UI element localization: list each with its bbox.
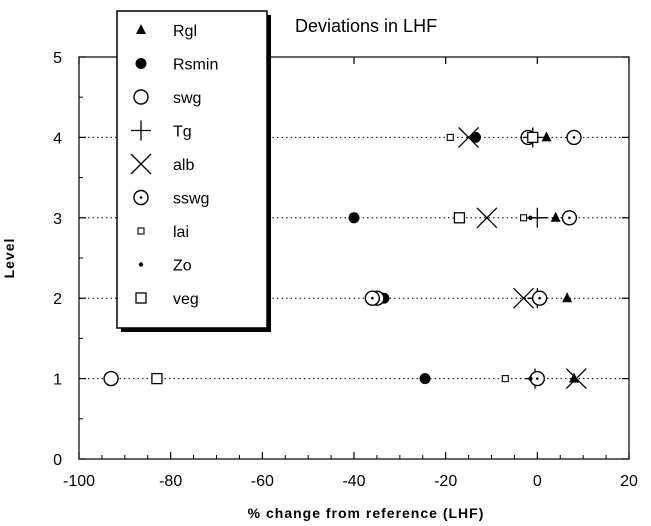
legend-marker-lai [137,227,145,235]
point-rsmin [419,373,431,385]
point-alb [565,368,587,390]
point-sswg [529,370,546,387]
chart-title: Deviations in LHF [295,16,437,36]
point-swg [103,370,119,387]
legend-label-rgl: Rgl [173,23,197,40]
point-rgl [550,211,561,222]
legend-label-rsmin: Rsmin [173,57,218,74]
x-tick-label: -80 [159,473,182,490]
legend-marker-tg [131,120,151,141]
point-alb [476,207,498,229]
legend-label-lai: lai [173,224,189,241]
y-tick-label: 5 [53,50,62,67]
tick-marks [78,56,630,460]
x-axis-label: % change from reference (LHF) [248,505,485,521]
y-tick-label: 0 [53,452,62,469]
legend-marker-swg [133,89,149,105]
y-tick-label: 2 [53,291,62,308]
point-lai [446,133,454,141]
point-zo [528,215,533,220]
point-zo [528,376,533,381]
point-sswg [364,290,381,306]
legend-label-tg: Tg [173,124,192,141]
point-rsmin [348,212,360,224]
point-alb [513,287,535,309]
x-tick-label: 20 [620,473,638,490]
legend-marker-sswg [133,189,149,206]
point-rgl [562,292,573,303]
point-sswg [561,210,578,226]
legend-marker-alb [130,153,152,175]
point-veg [527,131,539,144]
legend-marker-veg [135,292,147,304]
x-tick-label: -100 [63,473,95,490]
point-alb [458,126,480,148]
legend-label-sswg: sswg [173,191,209,208]
point-rgl [569,372,579,383]
point-lai [501,375,509,383]
y-tick-label: 4 [53,130,62,147]
point-veg [151,372,163,385]
legend-marker-rsmin [135,58,147,69]
y-tick-label: 1 [53,372,62,389]
x-tick-label: 0 [533,473,542,490]
point-rsmin [469,131,481,143]
legend-marker-zo [138,262,144,267]
legend-label-alb: alb [173,157,194,174]
y-tick-labels: 0 1 2 3 4 5 [53,50,62,469]
point-lai [520,214,528,222]
x-tick-label: -40 [342,473,365,490]
data-points [103,126,587,390]
point-rgl [541,131,552,142]
legend-label-veg: veg [173,291,199,308]
legend-label-swg: swg [173,90,201,107]
point-sswg [531,290,548,306]
y-tick-label: 3 [53,211,62,228]
point-veg [453,212,466,224]
point-sswg [566,129,582,146]
legend: Rgl Rsmin swg Tg alb sswg lai Zo veg [116,10,271,332]
legend-marker-rgl [136,24,146,34]
x-tick-label: -20 [434,473,457,490]
x-tick-label: -60 [251,473,274,490]
x-tick-labels: -100 -80 -60 -40 -20 0 20 [63,473,638,490]
legend-label-zo: Zo [173,258,192,275]
y-axis-label: Level [1,238,17,279]
